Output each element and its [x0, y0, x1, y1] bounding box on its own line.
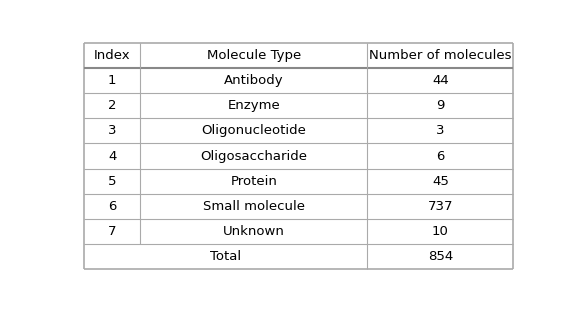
- Text: 1: 1: [108, 74, 117, 87]
- Text: 5: 5: [108, 175, 117, 188]
- Text: 4: 4: [108, 150, 116, 163]
- Text: 2: 2: [108, 99, 117, 112]
- Text: Oligonucleotide: Oligonucleotide: [201, 125, 306, 138]
- Text: Molecule Type: Molecule Type: [206, 49, 301, 62]
- Text: Number of molecules: Number of molecules: [369, 49, 512, 62]
- Text: 44: 44: [432, 74, 449, 87]
- Text: Index: Index: [94, 49, 131, 62]
- Text: 10: 10: [432, 225, 449, 238]
- Text: 9: 9: [436, 99, 445, 112]
- Text: 45: 45: [432, 175, 449, 188]
- Text: 854: 854: [428, 250, 453, 263]
- Text: Total: Total: [210, 250, 241, 263]
- Text: Unknown: Unknown: [223, 225, 285, 238]
- Text: 737: 737: [428, 200, 453, 213]
- Text: 6: 6: [108, 200, 116, 213]
- Text: 3: 3: [436, 125, 445, 138]
- Text: Oligosaccharide: Oligosaccharide: [200, 150, 307, 163]
- Text: Protein: Protein: [230, 175, 277, 188]
- Text: Antibody: Antibody: [224, 74, 283, 87]
- Text: 3: 3: [108, 125, 117, 138]
- Text: 6: 6: [436, 150, 445, 163]
- Text: Small molecule: Small molecule: [203, 200, 305, 213]
- Text: 7: 7: [108, 225, 117, 238]
- Text: Enzyme: Enzyme: [227, 99, 280, 112]
